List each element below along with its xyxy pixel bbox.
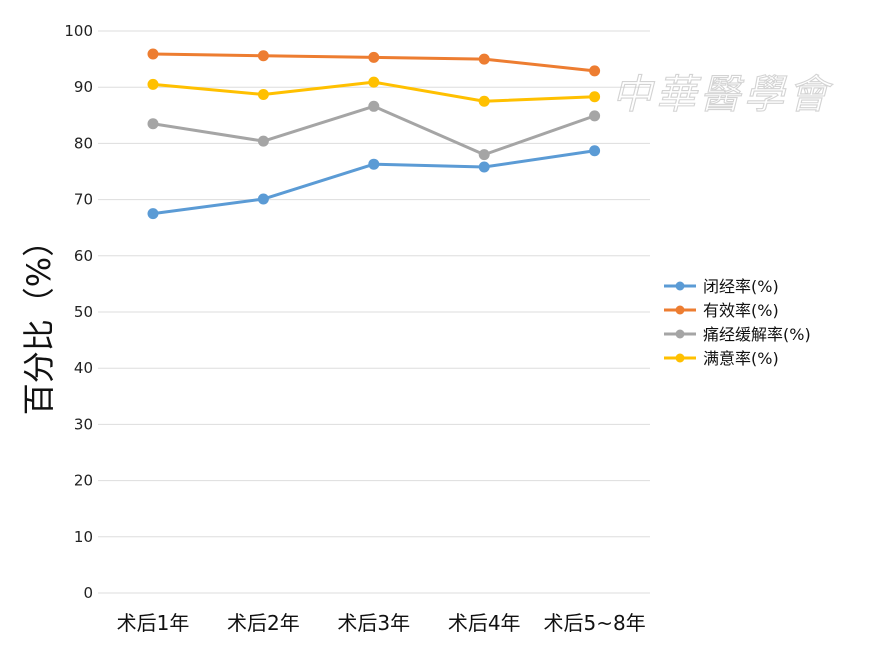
legend-label: 闭经率(%) (703, 277, 779, 296)
data-point (147, 78, 159, 90)
data-point (478, 53, 490, 65)
data-point (589, 110, 601, 122)
series-0 (147, 145, 601, 220)
legend-label: 有效率(%) (703, 301, 779, 320)
series-1 (147, 48, 601, 77)
legend: 闭经率(%) 有效率(%) 痛经缓解率(%) 满意率(%) (664, 277, 811, 368)
y-tick-label: 80 (74, 134, 93, 152)
legend-marker (675, 353, 685, 363)
x-tick-label: 术后1年 (117, 611, 190, 635)
legend-marker (675, 305, 685, 315)
data-point (478, 161, 490, 173)
y-tick-label: 10 (74, 528, 93, 546)
data-point (368, 76, 380, 88)
data-point (257, 135, 269, 147)
y-tick-label: 60 (74, 247, 93, 265)
legend-label: 痛经缓解率(%) (703, 325, 811, 344)
y-tick-label: 90 (74, 78, 93, 96)
x-tick-label: 术后2年 (227, 611, 300, 635)
data-point (478, 95, 490, 107)
data-point (368, 100, 380, 112)
x-tick-label: 术后3年 (337, 611, 410, 635)
series (147, 48, 601, 220)
legend-label: 满意率(%) (703, 349, 779, 368)
data-point (147, 48, 159, 60)
data-point (478, 149, 490, 161)
legend-marker (675, 329, 685, 339)
x-tick-label: 术后4年 (448, 611, 521, 635)
data-point (589, 65, 601, 77)
y-tick-label: 30 (74, 415, 93, 433)
y-tick-label: 20 (74, 472, 93, 490)
data-point (368, 158, 380, 170)
legend-item: 满意率(%) (664, 349, 779, 368)
watermark-logo-text: 中華醫學會 (612, 72, 833, 118)
x-tick-label: 术后5~8年 (543, 611, 645, 635)
series-2 (147, 100, 601, 161)
y-axis-label: 百分比（%） (20, 225, 58, 415)
legend-marker (675, 281, 685, 291)
data-point (147, 118, 159, 130)
data-point (257, 89, 269, 101)
y-tick-label: 70 (74, 191, 93, 209)
axes: 0 10 20 30 40 50 60 70 80 90 100 术后1年 术后2年 术后3年 术后4年 术后… (64, 22, 645, 635)
data-point (368, 51, 380, 63)
data-point (589, 145, 601, 157)
y-tick-label: 0 (83, 584, 93, 602)
y-tick-label: 100 (64, 22, 93, 40)
data-point (589, 91, 601, 103)
series-3 (147, 76, 601, 107)
grid (98, 30, 650, 594)
data-point (257, 50, 269, 62)
legend-item: 痛经缓解率(%) (664, 325, 811, 344)
series-line (151, 104, 597, 157)
data-point (147, 208, 159, 220)
y-tick-label: 40 (74, 359, 93, 377)
y-tick-label: 50 (74, 303, 93, 321)
legend-item: 闭经率(%) (664, 277, 779, 296)
legend-item: 有效率(%) (664, 301, 779, 320)
data-point (257, 193, 269, 205)
